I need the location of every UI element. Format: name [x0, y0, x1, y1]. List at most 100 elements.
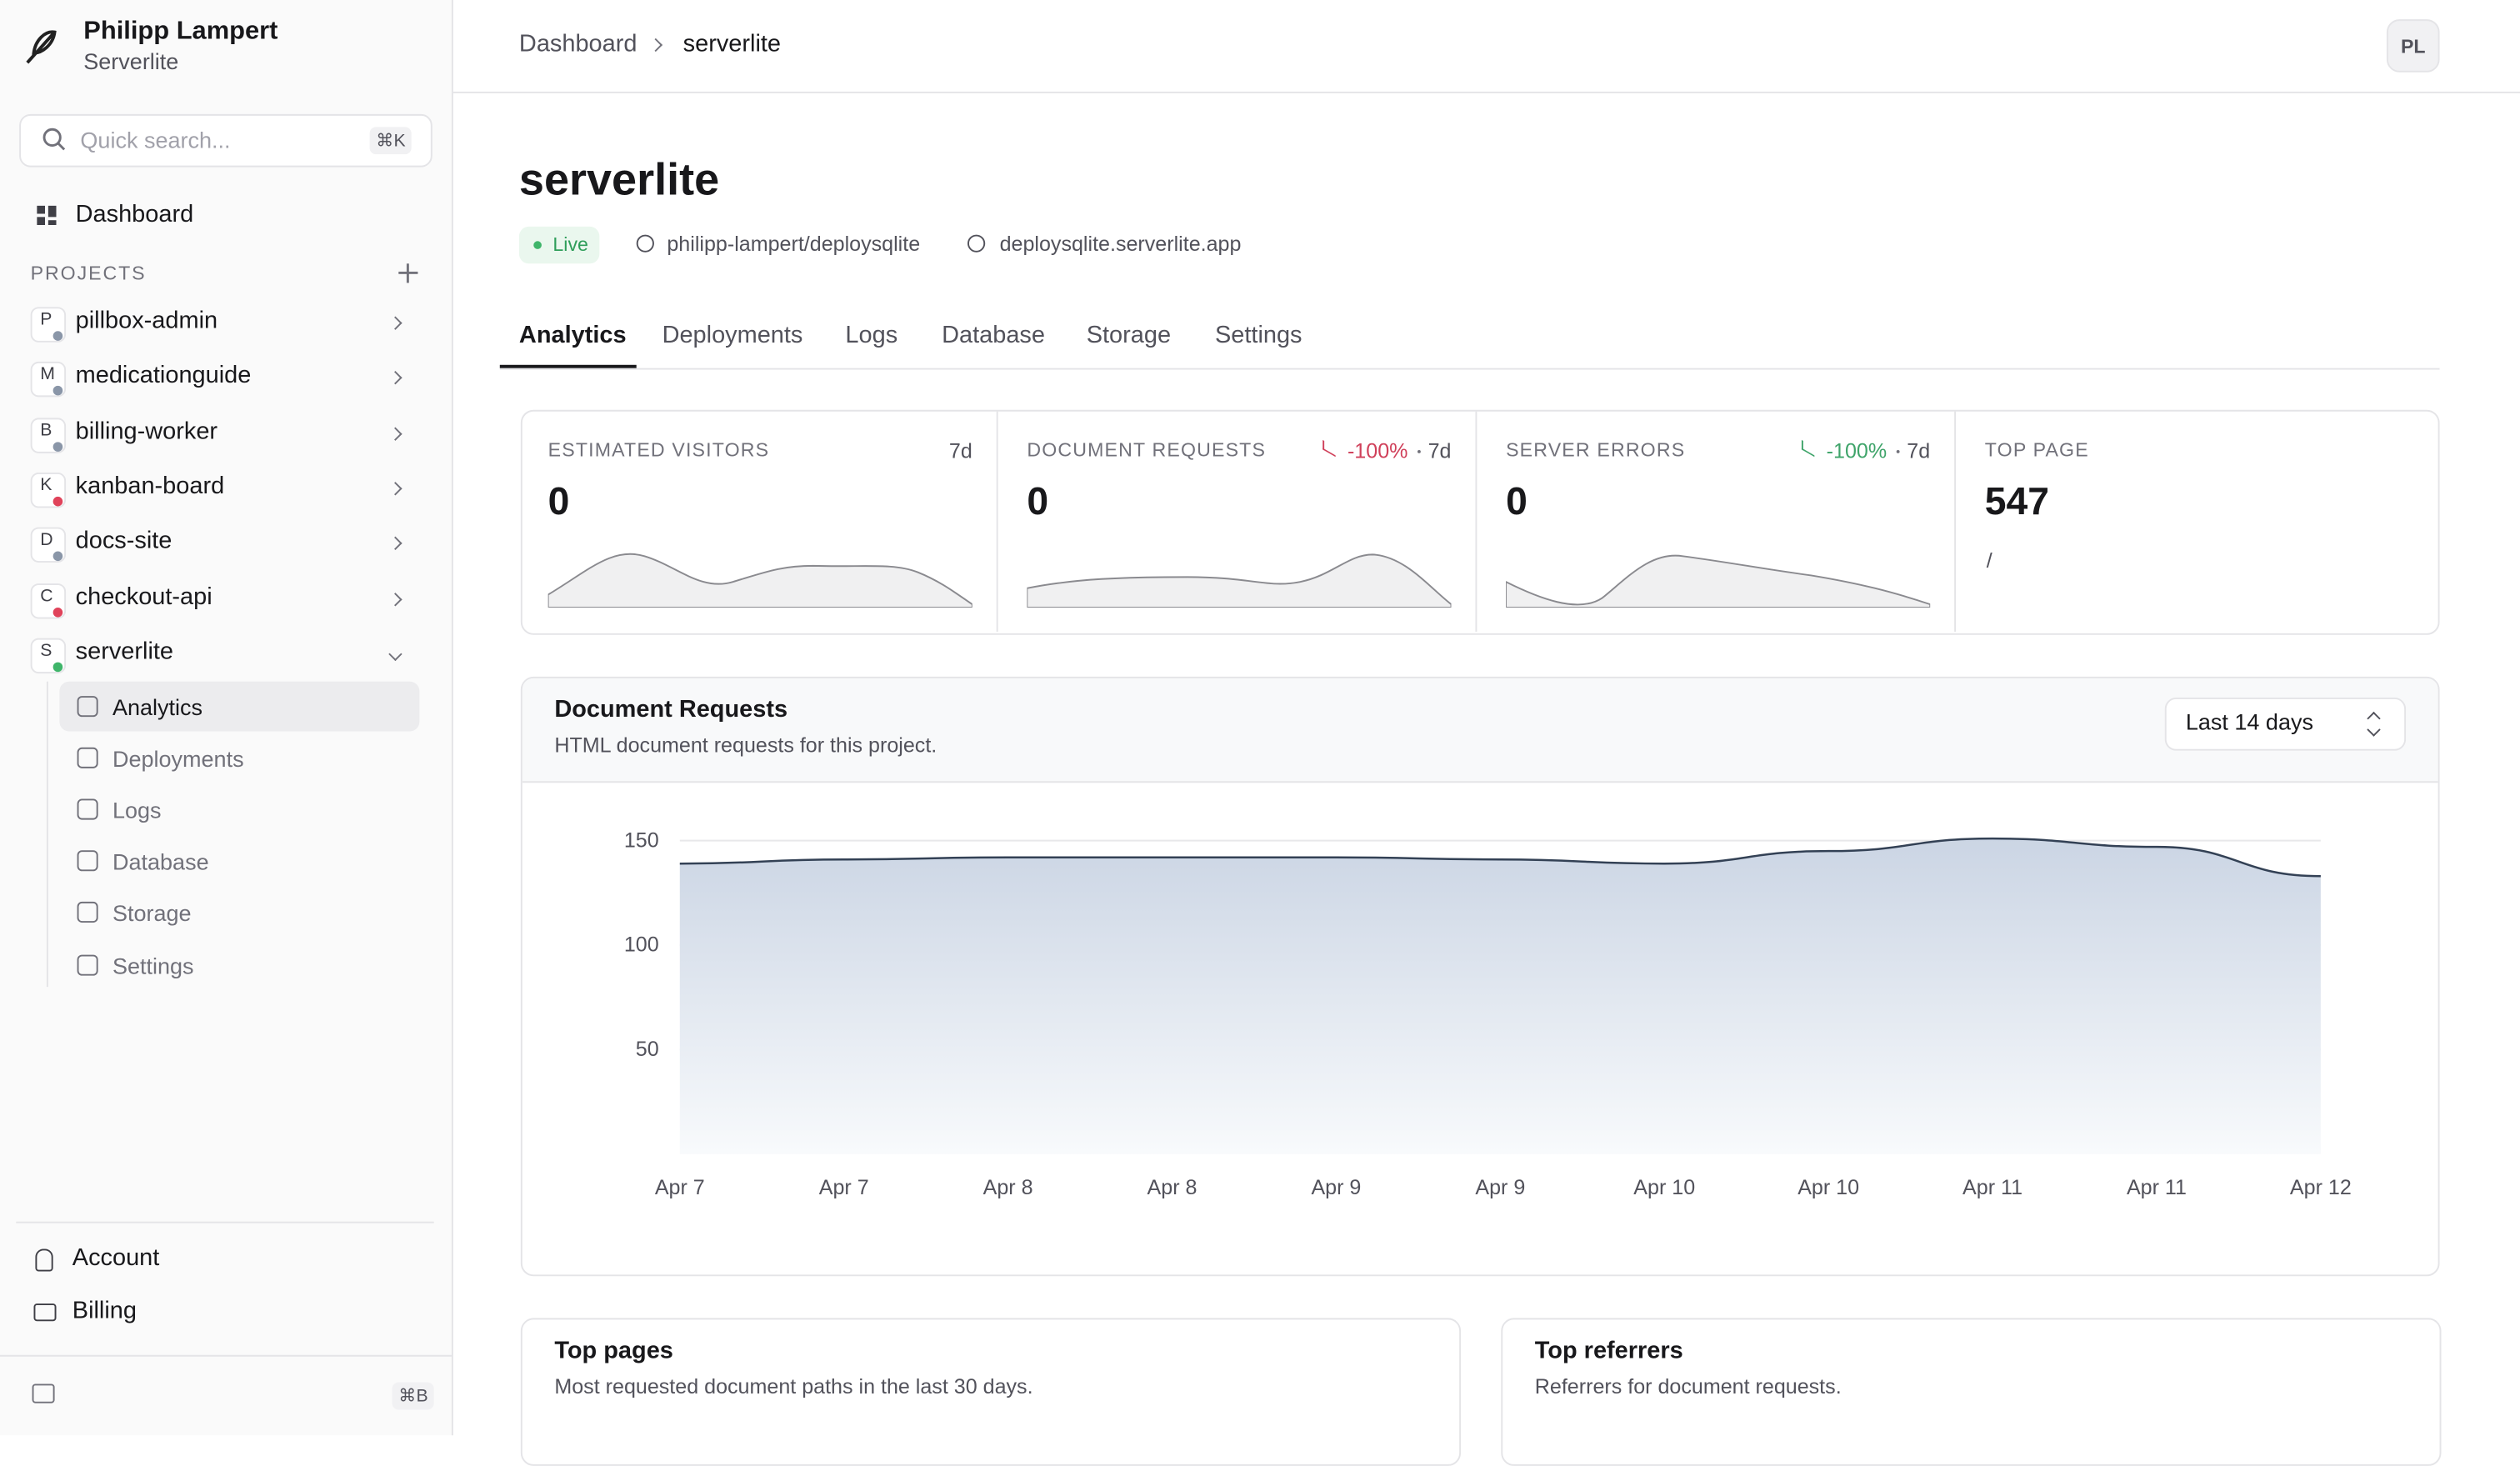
tab[interactable]: Analytics	[518, 321, 627, 349]
stat-label: SERVER ERRORS	[1506, 438, 1686, 462]
subnav-icon	[77, 902, 98, 923]
project-name[interactable]: medicationguide	[75, 362, 252, 390]
domain-link[interactable]: deploysqlite.serverlite.app	[999, 231, 1242, 256]
sidebar-rule	[16, 1221, 434, 1223]
subnav-icon	[77, 747, 98, 769]
stat-label: ESTIMATED VISITORS	[548, 438, 770, 462]
project-name[interactable]: pillbox-admin	[75, 307, 218, 335]
project-initial: M	[40, 365, 55, 385]
avatar[interactable]: PL	[2386, 19, 2440, 73]
stat-label: DOCUMENT REQUESTS	[1027, 438, 1267, 462]
tab[interactable]: Logs	[845, 321, 898, 349]
range-select[interactable]	[2164, 697, 2407, 751]
stat-change: -100%	[1347, 438, 1408, 463]
project-title: serverlite	[518, 154, 720, 204]
status-dot	[52, 496, 63, 507]
subnav-icon	[77, 953, 98, 975]
active-item	[59, 681, 420, 732]
x-tick-label: Apr 8	[983, 1176, 1033, 1199]
kbd: ⌘K	[369, 127, 412, 155]
project-avatar	[30, 417, 67, 453]
project-initial: D	[40, 530, 53, 550]
tab[interactable]: Deployments	[662, 321, 803, 349]
x-tick-label: Apr 7	[655, 1176, 705, 1199]
kbd: ⌘B	[392, 1382, 435, 1410]
project-name[interactable]: checkout-api	[75, 583, 212, 610]
add-icon	[398, 263, 418, 283]
y-tick-label: 100	[624, 933, 659, 957]
status-dot	[52, 551, 63, 562]
dot-separator	[1896, 449, 1900, 453]
tabs-rule	[499, 368, 2440, 370]
sparkline	[1506, 554, 1931, 608]
stat-value: 0	[548, 480, 570, 524]
subnav-icon	[77, 798, 98, 820]
project-name[interactable]: kanban-board	[75, 472, 225, 500]
chart-card	[520, 676, 2440, 1277]
status-dot	[52, 441, 63, 452]
project-initial: S	[40, 641, 52, 661]
nav-item[interactable]: Account	[72, 1243, 160, 1272]
chart-subtitle: HTML document requests for this project.	[554, 733, 938, 758]
project-avatar	[30, 527, 67, 563]
subnav-item[interactable]: Deployments	[112, 746, 244, 772]
toggle-icon	[32, 1383, 55, 1403]
search-placeholder[interactable]: Quick search...	[80, 127, 231, 153]
status-dot	[52, 607, 63, 617]
stat-period: 7d	[1428, 438, 1452, 463]
subnav-rule	[46, 681, 48, 988]
sidebar-rule	[0, 1354, 452, 1357]
x-tick-label: Apr 7	[819, 1176, 869, 1199]
tab[interactable]: Database	[942, 321, 1045, 349]
status-dot	[52, 386, 63, 397]
subnav-item[interactable]: Storage	[112, 900, 192, 927]
subnav-item[interactable]: Analytics	[112, 694, 203, 720]
subnav-item[interactable]: Settings	[112, 952, 194, 978]
card-divider	[996, 411, 998, 632]
globe-icon	[967, 234, 986, 253]
project-initial: K	[40, 475, 52, 495]
section-label: PROJECTS	[30, 262, 147, 285]
nav-item[interactable]: Billing	[72, 1297, 137, 1325]
dashboard-icon	[37, 205, 57, 225]
dot-separator	[1417, 449, 1421, 453]
nav-item[interactable]: Dashboard	[75, 201, 194, 228]
project-name[interactable]: billing-worker	[75, 417, 218, 445]
tab-underline	[499, 364, 637, 368]
user-name: Philipp Lampert	[83, 18, 278, 45]
chart-card-header	[522, 678, 2438, 783]
x-tick-label: Apr 8	[1148, 1176, 1198, 1199]
x-tick-label: Apr 12	[2290, 1176, 2352, 1199]
org-name: Serverlite	[83, 48, 179, 74]
subnav-icon	[77, 696, 98, 718]
repo-link[interactable]: philipp-lampert/deploysqlite	[667, 231, 921, 256]
area-fill	[679, 838, 2321, 1154]
subnav-item[interactable]: Logs	[112, 797, 162, 823]
chart: 50 100 150 Apr 7 Apr 7 Apr 8 Apr 8 Apr 9 Apr 9 Ap…	[624, 828, 2352, 1199]
panel-title: Top pages	[554, 1337, 673, 1365]
tab[interactable]: Settings	[1214, 321, 1302, 349]
tab[interactable]: Storage	[1086, 321, 1172, 349]
project-name[interactable]: docs-site	[75, 527, 172, 555]
panel-subtitle: Most requested document paths in the las…	[554, 1373, 1033, 1398]
range-label[interactable]: Last 14 days	[2185, 708, 2313, 735]
y-tick-label: 50	[636, 1038, 659, 1061]
subnav-item[interactable]: Database	[112, 848, 209, 875]
breadcrumb[interactable]: Dashboard	[518, 30, 638, 58]
chart-title: Document Requests	[554, 696, 788, 723]
project-avatar	[30, 472, 67, 508]
status-dot	[52, 662, 63, 672]
repo-icon	[636, 234, 654, 253]
stat-value: 0	[1027, 480, 1049, 524]
billing-icon	[33, 1303, 57, 1322]
subnav-icon	[77, 850, 98, 872]
search-box[interactable]	[19, 113, 432, 168]
project-initial: P	[40, 310, 52, 330]
panel-subtitle: Referrers for document requests.	[1534, 1373, 1842, 1398]
y-tick-label: 150	[624, 828, 659, 852]
live-badge	[518, 226, 600, 264]
stats-card	[520, 409, 2440, 635]
account-icon	[35, 1248, 53, 1272]
project-name[interactable]: serverlite	[75, 638, 174, 666]
